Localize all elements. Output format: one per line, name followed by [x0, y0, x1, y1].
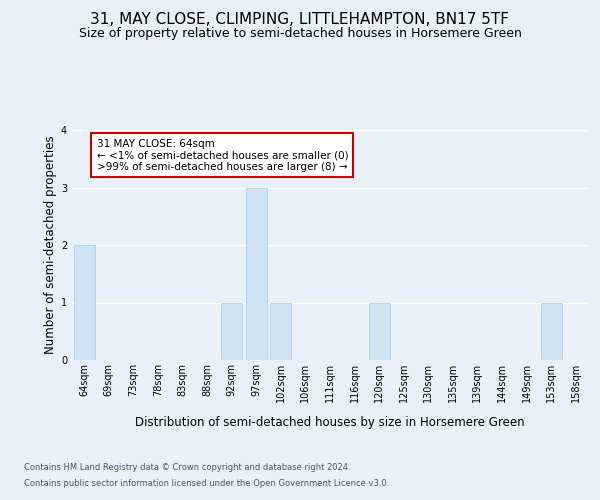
- Text: 31, MAY CLOSE, CLIMPING, LITTLEHAMPTON, BN17 5TF: 31, MAY CLOSE, CLIMPING, LITTLEHAMPTON, …: [91, 12, 509, 28]
- Bar: [246, 188, 267, 360]
- Text: Distribution of semi-detached houses by size in Horsemere Green: Distribution of semi-detached houses by …: [135, 416, 525, 429]
- Text: Size of property relative to semi-detached houses in Horsemere Green: Size of property relative to semi-detach…: [79, 28, 521, 40]
- Text: Contains HM Land Registry data © Crown copyright and database right 2024.: Contains HM Land Registry data © Crown c…: [24, 464, 350, 472]
- Y-axis label: Number of semi-detached properties: Number of semi-detached properties: [44, 136, 57, 354]
- Text: Contains public sector information licensed under the Open Government Licence v3: Contains public sector information licen…: [24, 478, 389, 488]
- Bar: [74, 245, 95, 360]
- Bar: [271, 302, 292, 360]
- Bar: [368, 302, 389, 360]
- Bar: [541, 302, 562, 360]
- Text: 31 MAY CLOSE: 64sqm
← <1% of semi-detached houses are smaller (0)
>99% of semi-d: 31 MAY CLOSE: 64sqm ← <1% of semi-detach…: [97, 138, 348, 172]
- Bar: [221, 302, 242, 360]
